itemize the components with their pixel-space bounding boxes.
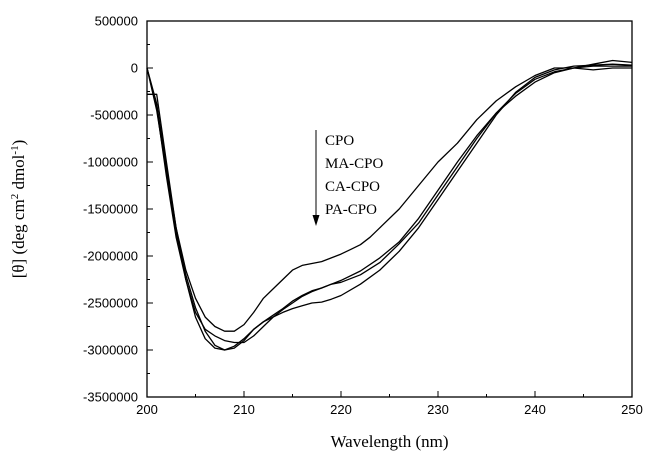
y-tick-label: -1500000 [83, 202, 138, 217]
y-tick-label: 0 [131, 61, 138, 76]
legend-label-pa-cpo: PA-CPO [325, 202, 377, 218]
y-tick-label: -2500000 [83, 296, 138, 311]
y-axis-label-sup1: 2 [9, 194, 21, 200]
legend-arrow-head [312, 215, 320, 226]
legend: CPO MA-CPO CA-CPO PA-CPO [312, 130, 384, 226]
x-tick-label: 240 [524, 402, 546, 417]
x-axis-label: Wavelength (nm) [330, 432, 448, 451]
series-line-4 [146, 59, 633, 344]
series-layer [146, 59, 633, 351]
legend-label-ma-cpo: MA-CPO [325, 156, 384, 172]
y-axis-label-sup2: -1 [9, 145, 21, 154]
y-tick-label: -3500000 [83, 390, 138, 405]
x-tick-label: 250 [621, 402, 643, 417]
ticks-layer: 200 210 220 230 240 250 500000 0 -500000 -1000000… [83, 14, 643, 418]
y-tick-label: -2000000 [83, 249, 138, 264]
plot-frame [146, 20, 633, 398]
y-tick-label: 500000 [95, 14, 138, 29]
y-axis-label-suffix: ) [9, 140, 28, 146]
y-tick-label: -1000000 [83, 155, 138, 170]
y-tick-label: -3000000 [83, 343, 138, 358]
x-tick-label: 210 [233, 402, 255, 417]
legend-label-cpo: CPO [325, 133, 354, 149]
series-line-1 [147, 67, 632, 332]
y-axis-label: [θ] (deg cm2 dmol-1) [9, 140, 28, 279]
x-tick-label: 200 [136, 402, 158, 417]
legend-label-ca-cpo: CA-CPO [325, 179, 380, 195]
x-tick-label: 220 [330, 402, 352, 417]
y-axis-label-prefix: [θ] (deg cm [9, 199, 28, 278]
y-axis-label-middle: dmol [9, 154, 28, 193]
series-line-3 [146, 65, 632, 351]
x-tick-label: 230 [427, 402, 449, 417]
y-tick-label: -500000 [90, 108, 138, 123]
series-line-2 [146, 63, 633, 351]
